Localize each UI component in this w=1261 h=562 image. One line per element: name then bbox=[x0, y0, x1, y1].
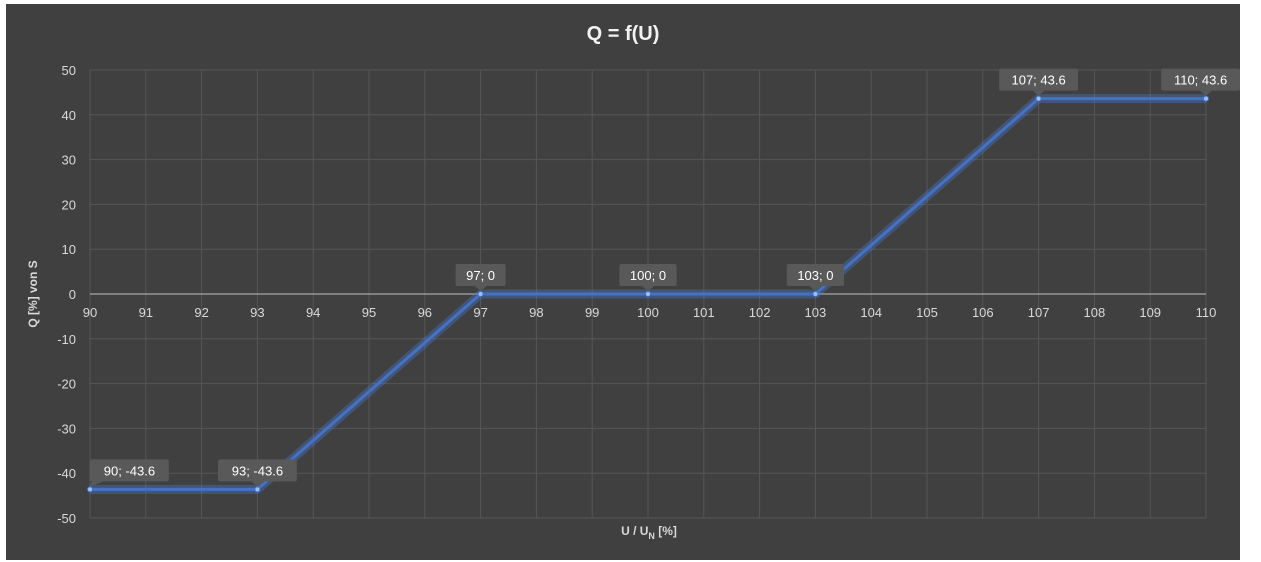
data-label: 107; 43.6 bbox=[999, 68, 1078, 96]
x-axis-label: U / UN [%] bbox=[621, 524, 677, 541]
x-tick-label: 103 bbox=[805, 305, 827, 320]
data-point bbox=[1203, 95, 1209, 102]
x-axis-label-main: U / U bbox=[621, 524, 648, 538]
x-tick-label: 104 bbox=[860, 305, 882, 320]
y-tick-label: 50 bbox=[62, 63, 76, 78]
y-tick-label: -30 bbox=[57, 421, 76, 436]
x-tick-label: 108 bbox=[1084, 305, 1106, 320]
x-tick-label: 90 bbox=[83, 305, 97, 320]
series-q bbox=[87, 94, 1209, 494]
data-label-text: 107; 43.6 bbox=[1011, 73, 1065, 88]
x-tick-label: 94 bbox=[306, 305, 320, 320]
y-tick-label: -40 bbox=[57, 466, 76, 481]
x-tick-label: 110 bbox=[1196, 305, 1217, 320]
data-label: 93; -43.6 bbox=[218, 459, 297, 487]
data-label: 100; 0 bbox=[619, 264, 677, 291]
y-tick-label: 0 bbox=[69, 287, 76, 302]
data-point bbox=[254, 486, 261, 493]
y-tick-label: -20 bbox=[57, 377, 76, 392]
x-tick-label: 95 bbox=[362, 305, 376, 320]
y-tick-label: -10 bbox=[57, 332, 76, 347]
data-label-text: 97; 0 bbox=[466, 268, 495, 283]
y-tick-label: 20 bbox=[62, 197, 76, 212]
x-tick-label: 93 bbox=[250, 305, 264, 320]
data-label-text: 110; 43.6 bbox=[1174, 73, 1227, 88]
x-tick-label: 102 bbox=[749, 305, 771, 320]
x-tick-label: 97 bbox=[473, 305, 487, 320]
y-tick-label: 10 bbox=[62, 242, 76, 257]
x-axis-label-tail: [%] bbox=[655, 524, 677, 538]
chart-title: Q = f(U) bbox=[587, 23, 660, 45]
y-axis-label: Q [%] von S bbox=[26, 260, 40, 327]
chart-area: Q = f(U) 50 40 30 20 10 0 -10 -20 -30 -40 -50 90 91 9… bbox=[6, 4, 1240, 560]
x-tick-label: 91 bbox=[139, 305, 153, 320]
data-point bbox=[87, 486, 93, 493]
y-tick-label: 30 bbox=[62, 153, 76, 168]
data-point bbox=[1035, 95, 1042, 102]
x-tick-label: 92 bbox=[194, 305, 208, 320]
x-tick-label: 101 bbox=[693, 305, 715, 320]
data-label: 97; 0 bbox=[455, 264, 506, 291]
x-tick-label: 105 bbox=[916, 305, 938, 320]
x-tick-label: 99 bbox=[585, 305, 599, 320]
data-point bbox=[477, 291, 484, 297]
data-label-text: 100; 0 bbox=[630, 268, 666, 283]
data-label: 90; -43.6 bbox=[90, 459, 169, 487]
x-tick-label: 98 bbox=[529, 305, 543, 320]
x-tick-label: 106 bbox=[972, 305, 994, 320]
x-tick-label: 109 bbox=[1139, 305, 1161, 320]
data-label: 110; 43.6 bbox=[1161, 68, 1240, 96]
data-label-text: 90; -43.6 bbox=[104, 463, 155, 478]
x-tick-label: 107 bbox=[1028, 305, 1050, 320]
data-label-text: 103; 0 bbox=[797, 268, 833, 283]
x-tick-label: 100 bbox=[637, 305, 659, 320]
x-tick-label: 96 bbox=[418, 305, 432, 320]
data-labels: 90; -43.6 93; -43.6 97; 0 100; 0 103; 0 107; … bbox=[90, 68, 1240, 487]
data-label: 103; 0 bbox=[786, 264, 844, 291]
data-label-text: 93; -43.6 bbox=[232, 463, 283, 478]
data-point bbox=[645, 291, 651, 297]
data-point bbox=[812, 291, 819, 297]
y-tick-label: -50 bbox=[57, 511, 76, 526]
x-axis-label-sub: N bbox=[648, 531, 655, 541]
y-tick-label: 40 bbox=[62, 108, 76, 123]
